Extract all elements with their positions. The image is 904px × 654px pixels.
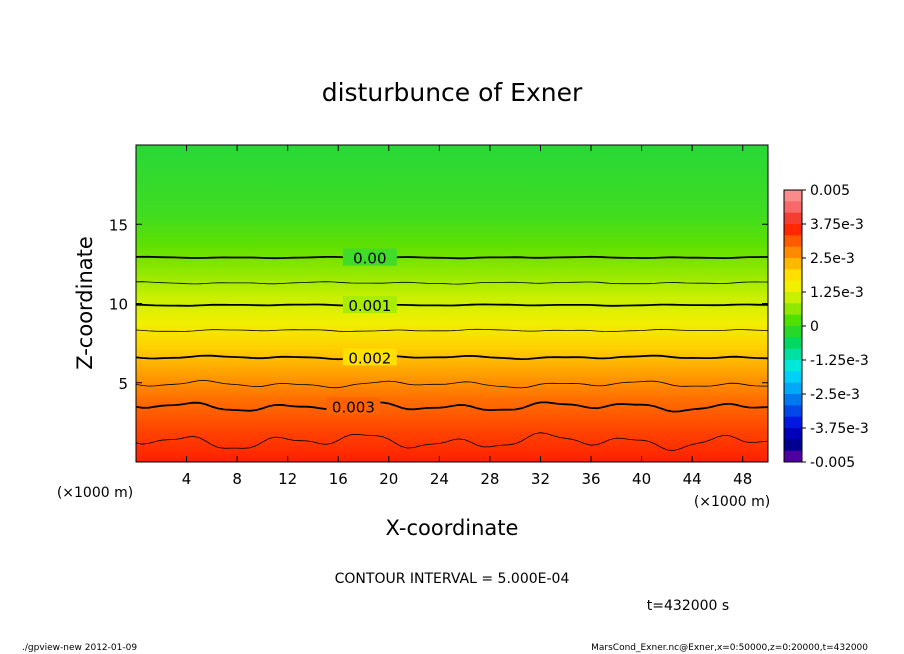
contour-line-major xyxy=(136,303,768,307)
contour-label-bg xyxy=(342,248,397,266)
colorbar-cell xyxy=(784,246,802,259)
x-unit-label-right: (×1000 m) xyxy=(694,494,770,510)
y-tick-label: 10 xyxy=(109,296,128,314)
contour-line xyxy=(136,432,768,452)
plot-area: 0.00 0.001 0.002 0.003 xyxy=(135,144,769,463)
colorbar-cell xyxy=(784,348,802,361)
contour-label-bg xyxy=(342,348,397,366)
colorbar-tick-label: -2.5e-3 xyxy=(810,387,860,403)
contour-label-bg xyxy=(326,397,381,415)
colorbar-cell xyxy=(784,326,802,338)
contour-label-layer: 0.00 0.001 0.002 0.003 xyxy=(326,248,397,417)
colorbar-cell xyxy=(784,337,802,350)
colorbar-cell xyxy=(784,394,802,406)
colorbar-cell xyxy=(784,212,802,225)
x-axis-ticks: 4 8 12 16 20 24 28 32 36 40 44 48 xyxy=(182,145,752,488)
contour-line-major xyxy=(136,401,768,413)
x-axis-label: X-coordinate xyxy=(386,516,519,540)
colorbar-tick-label: 0 xyxy=(810,319,819,335)
colorbar-cell xyxy=(784,201,802,214)
contour-label: 0.002 xyxy=(348,349,391,367)
x-unit-label-left: (×1000 m) xyxy=(57,485,133,501)
colorbar-cell xyxy=(784,360,802,372)
colorbar-cell xyxy=(784,439,802,452)
colorbar-cell xyxy=(784,269,802,282)
footer-right: MarsCond_Exner.nc@Exner,x=0:50000,z=0:20… xyxy=(591,643,868,653)
time-text: t=432000 s xyxy=(647,598,729,614)
x-tick-label: 40 xyxy=(632,470,651,488)
contour-label-bg xyxy=(342,296,397,314)
colorbar-tick-label: 3.75e-3 xyxy=(810,217,864,233)
colorbar-cell xyxy=(784,280,802,293)
contour-label: 0.003 xyxy=(332,399,375,417)
contour-line xyxy=(136,328,768,333)
x-tick-label: 16 xyxy=(329,470,348,488)
x-tick-label: 20 xyxy=(379,470,398,488)
y-tick-label: 5 xyxy=(118,375,128,393)
colorbar-cell xyxy=(784,405,802,418)
footer-left: ./gpview-new 2012-01-09 xyxy=(22,643,138,653)
x-tick-label: 44 xyxy=(683,470,702,488)
contour-line xyxy=(136,281,768,285)
colorbar-tick-label: 1.25e-3 xyxy=(810,285,864,301)
colorbar-cell xyxy=(784,235,802,248)
contour-layer xyxy=(136,255,768,452)
colorbar-tick-label: -0.005 xyxy=(810,455,855,471)
y-tick-label: 15 xyxy=(109,216,128,234)
colorbar-cell xyxy=(784,292,802,304)
contour-interval-text: CONTOUR INTERVAL = 5.000E-04 xyxy=(335,571,570,587)
colorbar-cells xyxy=(784,190,802,463)
contour-line-major xyxy=(136,255,768,260)
y-axis-label: Z-coordinate xyxy=(73,236,97,370)
chart-title: disturbunce of Exner xyxy=(322,78,583,107)
colorbar-tick-label: 0.005 xyxy=(810,183,850,199)
contour-label: 0.00 xyxy=(353,250,386,268)
colorbar-cell xyxy=(784,450,802,463)
colorbar-cell xyxy=(784,314,802,327)
x-tick-label: 32 xyxy=(531,470,550,488)
colorbar-tick-label: 2.5e-3 xyxy=(810,251,855,267)
colorbar-cell xyxy=(784,190,802,202)
x-tick-label: 28 xyxy=(480,470,499,488)
colorbar-cell xyxy=(784,382,802,395)
x-tick-label: 8 xyxy=(232,470,242,488)
x-tick-label: 24 xyxy=(430,470,449,488)
x-tick-label: 4 xyxy=(182,470,192,488)
y-axis-ticks: 5 10 15 xyxy=(109,216,768,393)
colorbar: 0.005 3.75e-3 2.5e-3 1.25e-3 0 -1.25e-3 -2.5e-… xyxy=(783,183,869,471)
colorbar-cell xyxy=(784,258,802,270)
x-tick-label: 36 xyxy=(581,470,600,488)
colorbar-cell xyxy=(784,416,802,429)
x-tick-label: 48 xyxy=(733,470,752,488)
colorbar-tick-label: -3.75e-3 xyxy=(810,421,869,437)
x-tick-label: 12 xyxy=(278,470,297,488)
contour-line xyxy=(136,380,768,389)
colorbar-cell xyxy=(784,224,802,236)
contour-line-major xyxy=(136,354,768,361)
colorbar-cell xyxy=(784,371,802,384)
colorbar-cell xyxy=(784,303,802,316)
colorbar-cell xyxy=(784,428,802,440)
contour-label: 0.001 xyxy=(348,297,391,315)
colorbar-labels: 0.005 3.75e-3 2.5e-3 1.25e-3 0 -1.25e-3 -2.5e-… xyxy=(802,183,869,471)
field-fill xyxy=(136,145,768,462)
colorbar-tick-label: -1.25e-3 xyxy=(810,353,869,369)
